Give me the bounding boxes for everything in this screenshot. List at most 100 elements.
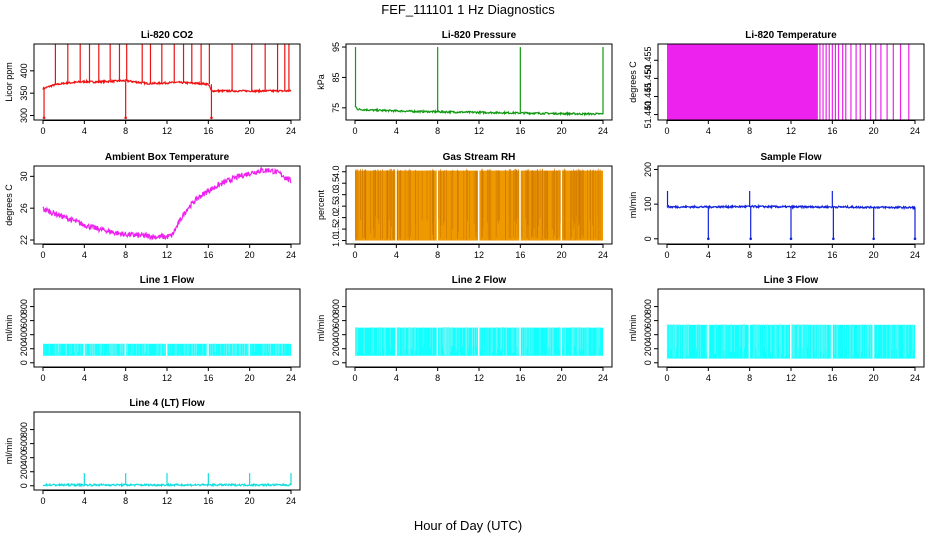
y-tick-label: 51.450 xyxy=(643,65,653,93)
x-tick-label: 0 xyxy=(352,126,357,136)
x-tick-label: 4 xyxy=(394,126,399,136)
x-tick-label: 24 xyxy=(286,373,296,383)
plot-area xyxy=(667,44,910,120)
series-line xyxy=(42,166,292,241)
y-tick-label: 0 xyxy=(331,360,341,365)
band-gap xyxy=(831,322,833,361)
band-gap xyxy=(790,322,792,361)
panel-title: Gas Stream RH xyxy=(443,152,516,163)
band-gap xyxy=(436,325,439,358)
series-line xyxy=(42,78,292,94)
band-gap xyxy=(748,322,751,361)
y-tick-label: 3.0 xyxy=(331,188,341,201)
x-tick-label: 0 xyxy=(664,250,669,260)
y-axis-label: degrees C xyxy=(628,61,638,103)
x-tick-label: 4 xyxy=(394,250,399,260)
y-tick-label: 1.5 xyxy=(331,223,341,236)
plot-frame xyxy=(33,165,301,245)
x-tick-label: 12 xyxy=(474,250,484,260)
x-tick-label: 20 xyxy=(869,126,879,136)
dip-point xyxy=(832,237,835,241)
x-tick-label: 4 xyxy=(82,373,87,383)
panel-1: Li-820 CO2 0 4 8 12 16 20 24 300 350 400 Licor ppm xyxy=(4,30,301,136)
x-tick-label: 0 xyxy=(40,126,45,136)
x-tick-label: 4 xyxy=(706,250,711,260)
x-tick-label: 4 xyxy=(706,126,711,136)
x-tick-label: 20 xyxy=(557,250,567,260)
band-gap xyxy=(872,322,875,361)
x-tick-label: 24 xyxy=(598,373,608,383)
y-tick-label: 350 xyxy=(19,86,29,101)
x-tick-label: 8 xyxy=(435,126,440,136)
x-axis-label: Hour of Day (UTC) xyxy=(413,518,523,533)
x-tick-label: 12 xyxy=(474,373,484,383)
y-tick-label: 0 xyxy=(643,360,653,365)
y-tick-label: 600 xyxy=(331,313,341,328)
y-tick-label: 51.445 xyxy=(643,83,653,111)
band-gap xyxy=(395,168,397,243)
x-tick-label: 20 xyxy=(245,250,255,260)
x-tick-label: 16 xyxy=(203,496,213,506)
panel-title: Line 1 Flow xyxy=(140,275,195,286)
y-tick-label: 2.5 xyxy=(331,200,341,213)
panel-6: Sample Flow 0 4 8 12 16 20 24 0 100 200 ml/min xyxy=(628,152,925,260)
panel-title: Line 2 Flow xyxy=(452,275,507,286)
x-tick-label: 12 xyxy=(786,373,796,383)
x-tick-label: 8 xyxy=(747,250,752,260)
y-axis-label: degrees C xyxy=(4,184,14,226)
y-tick-label: 800 xyxy=(643,299,653,314)
y-tick-label: 800 xyxy=(19,299,29,314)
x-tick-label: 8 xyxy=(435,373,440,383)
panel-10: Line 4 (LT) Flow 0 4 8 12 16 20 24 0 200400600800… xyxy=(4,398,301,506)
series-line xyxy=(354,105,604,117)
x-tick-label: 12 xyxy=(474,126,484,136)
dip-point xyxy=(749,237,752,241)
x-tick-label: 12 xyxy=(162,373,172,383)
y-tick-label: 200 xyxy=(19,464,29,479)
band-gap xyxy=(436,168,439,243)
y-axis-label: percent xyxy=(316,189,326,220)
x-tick-label: 4 xyxy=(82,250,87,260)
x-tick-label: 0 xyxy=(664,126,669,136)
x-tick-label: 8 xyxy=(747,373,752,383)
x-tick-label: 4 xyxy=(394,373,399,383)
x-tick-label: 24 xyxy=(598,126,608,136)
y-tick-label: 800 xyxy=(331,299,341,314)
series-band xyxy=(667,44,818,120)
dip-point xyxy=(210,116,213,120)
y-tick-label: 400 xyxy=(19,63,29,78)
panel-3: Li-820 Temperature 0 4 8 12 16 20 24 51.44051.44… xyxy=(628,30,925,136)
band-gap xyxy=(207,341,209,358)
dip-point xyxy=(872,237,875,241)
x-tick-label: 16 xyxy=(515,373,525,383)
x-tick-label: 16 xyxy=(203,126,213,136)
x-tick-label: 12 xyxy=(786,126,796,136)
y-tick-label: 600 xyxy=(19,313,29,328)
y-tick-label: 200 xyxy=(643,341,653,356)
dip-point xyxy=(789,237,793,241)
y-tick-label: 100 xyxy=(643,197,653,212)
x-tick-label: 20 xyxy=(557,373,567,383)
y-tick-label: 200 xyxy=(643,162,653,177)
y-tick-label: 600 xyxy=(643,313,653,328)
panel-title: Ambient Box Temperature xyxy=(105,152,230,163)
y-tick-label: 400 xyxy=(331,327,341,342)
y-axis-label: ml/min xyxy=(628,192,638,219)
x-tick-label: 20 xyxy=(245,496,255,506)
x-tick-label: 0 xyxy=(352,250,357,260)
y-axis-label: kPa xyxy=(316,74,326,90)
x-tick-label: 8 xyxy=(123,250,128,260)
x-tick-label: 24 xyxy=(286,250,296,260)
x-tick-label: 16 xyxy=(827,126,837,136)
dip-point xyxy=(124,116,127,120)
plot-area xyxy=(666,322,915,361)
plot-area xyxy=(42,44,292,120)
plot-area xyxy=(354,47,604,117)
x-tick-label: 24 xyxy=(286,496,296,506)
panel-title: Line 4 (LT) Flow xyxy=(129,398,205,409)
x-tick-label: 8 xyxy=(123,496,128,506)
x-tick-label: 8 xyxy=(123,373,128,383)
x-tick-label: 0 xyxy=(664,373,669,383)
